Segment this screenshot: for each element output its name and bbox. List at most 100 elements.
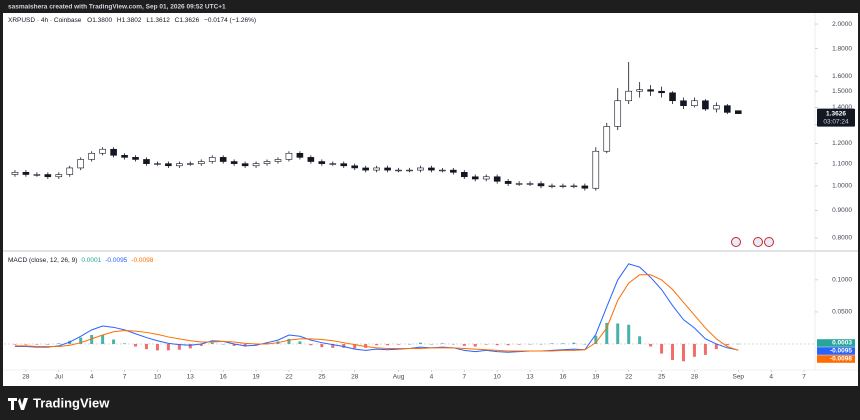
candle-body [482,176,490,180]
candle-body [570,185,578,188]
histogram-bar [24,343,28,345]
histogram-bar [473,343,477,347]
indicator-line [14,274,739,352]
last-value-box [817,355,855,363]
candle-body [165,163,172,167]
indicator-line [14,263,739,353]
candle-body [581,185,589,189]
x-tick-label: 28 [691,374,699,381]
candle-body [296,152,304,158]
histogram-bar [57,343,61,344]
candle-body [614,100,622,127]
indicator-legend: MACD (close, 12, 26, 9) 0.0001 -0.0095 -0.0… [8,257,154,264]
histogram-bar [199,343,203,346]
histogram-bar [649,343,653,347]
candle-body [99,148,106,154]
x-tick-label: 16 [220,374,228,381]
x-tick-label: Jul [55,374,64,381]
chart-panel [3,13,858,386]
candle-body [373,167,380,171]
countdown: 03:07:24 [823,118,849,125]
last-price: 1.3626 [826,110,846,117]
ohlc-value: 1.3626 [179,17,199,24]
x-tick-label: 7 [802,374,806,381]
histogram-bar [681,343,685,362]
candle-body [176,163,183,167]
histogram-bar [440,343,444,344]
x-tick-label: 7 [462,374,466,381]
histogram-bar [134,343,138,347]
candle-body [460,172,468,178]
candle-body [526,183,534,185]
histogram-bar [13,343,17,345]
last-value-box [817,339,855,347]
candle-body [263,161,271,164]
last-value: -0.0098 [830,356,852,363]
histogram-bar [638,336,642,344]
histogram-bar [166,343,170,351]
x-tick-label: 25 [318,374,326,381]
histogram-bar [528,343,532,345]
candle-body [691,100,698,106]
candle-body [88,152,95,160]
histogram-bar [342,343,346,348]
candle-body [647,89,654,92]
histogram-bar [155,343,159,351]
histogram-bar [123,343,127,344]
histogram-bar [101,335,105,344]
histogram-bar [692,343,696,357]
symbol: XRPUSD · 4h · Coinbase [8,17,82,24]
candle-body [548,185,556,188]
histogram-bar [221,343,225,345]
histogram-bar [429,343,433,345]
candle-body [110,148,117,156]
change: −0.0174 (−1.26%) [204,17,256,24]
candle-body [121,155,128,158]
candle-body [219,157,227,162]
y-tick-label: 1.4000 [832,104,852,111]
ohlc-key: H [117,17,122,24]
event-icon [764,237,774,247]
histogram-bar [725,343,729,346]
indicator-title: MACD (close, 12, 26, 9) [8,257,77,264]
histogram-bar [254,343,258,346]
histogram-bar [627,324,631,344]
event-icon [731,237,741,247]
candle-body [471,176,479,180]
candle-body [77,159,85,169]
x-tick-label: 4 [769,374,773,381]
candle-body [187,163,194,165]
candle-body [537,183,545,187]
ohlc-value: 1.3612 [150,17,170,24]
x-tick-label: 13 [526,374,534,381]
ohlc-key: L [146,17,150,24]
histogram-bar [605,322,609,344]
histogram-bar [484,343,488,345]
candle-body [734,110,742,114]
candle-body [450,169,457,173]
histogram-bar [309,343,313,346]
legend-value: -0.0098 [131,257,153,264]
x-tick-label: 25 [658,374,666,381]
candle-body [154,163,161,165]
histogram-bar [660,343,664,354]
y-tick-label: 1.2000 [832,140,852,147]
y-tick-label: 0.1000 [832,277,852,284]
histogram-bar [583,343,587,345]
x-tick-label: Aug [393,374,405,381]
x-tick-label: 22 [625,374,633,381]
histogram-bar [79,337,83,344]
candle-body [658,90,665,94]
y-tick-label: 0.8000 [832,235,852,242]
histogram-bar [35,343,39,345]
candle-body [197,161,205,164]
histogram-bar [386,343,390,346]
event-icons [731,237,774,247]
candle-body [680,100,687,106]
histogram-bar [397,343,401,345]
candle-body [22,172,30,175]
histogram-bar [90,335,94,344]
histogram-bar [517,343,521,345]
